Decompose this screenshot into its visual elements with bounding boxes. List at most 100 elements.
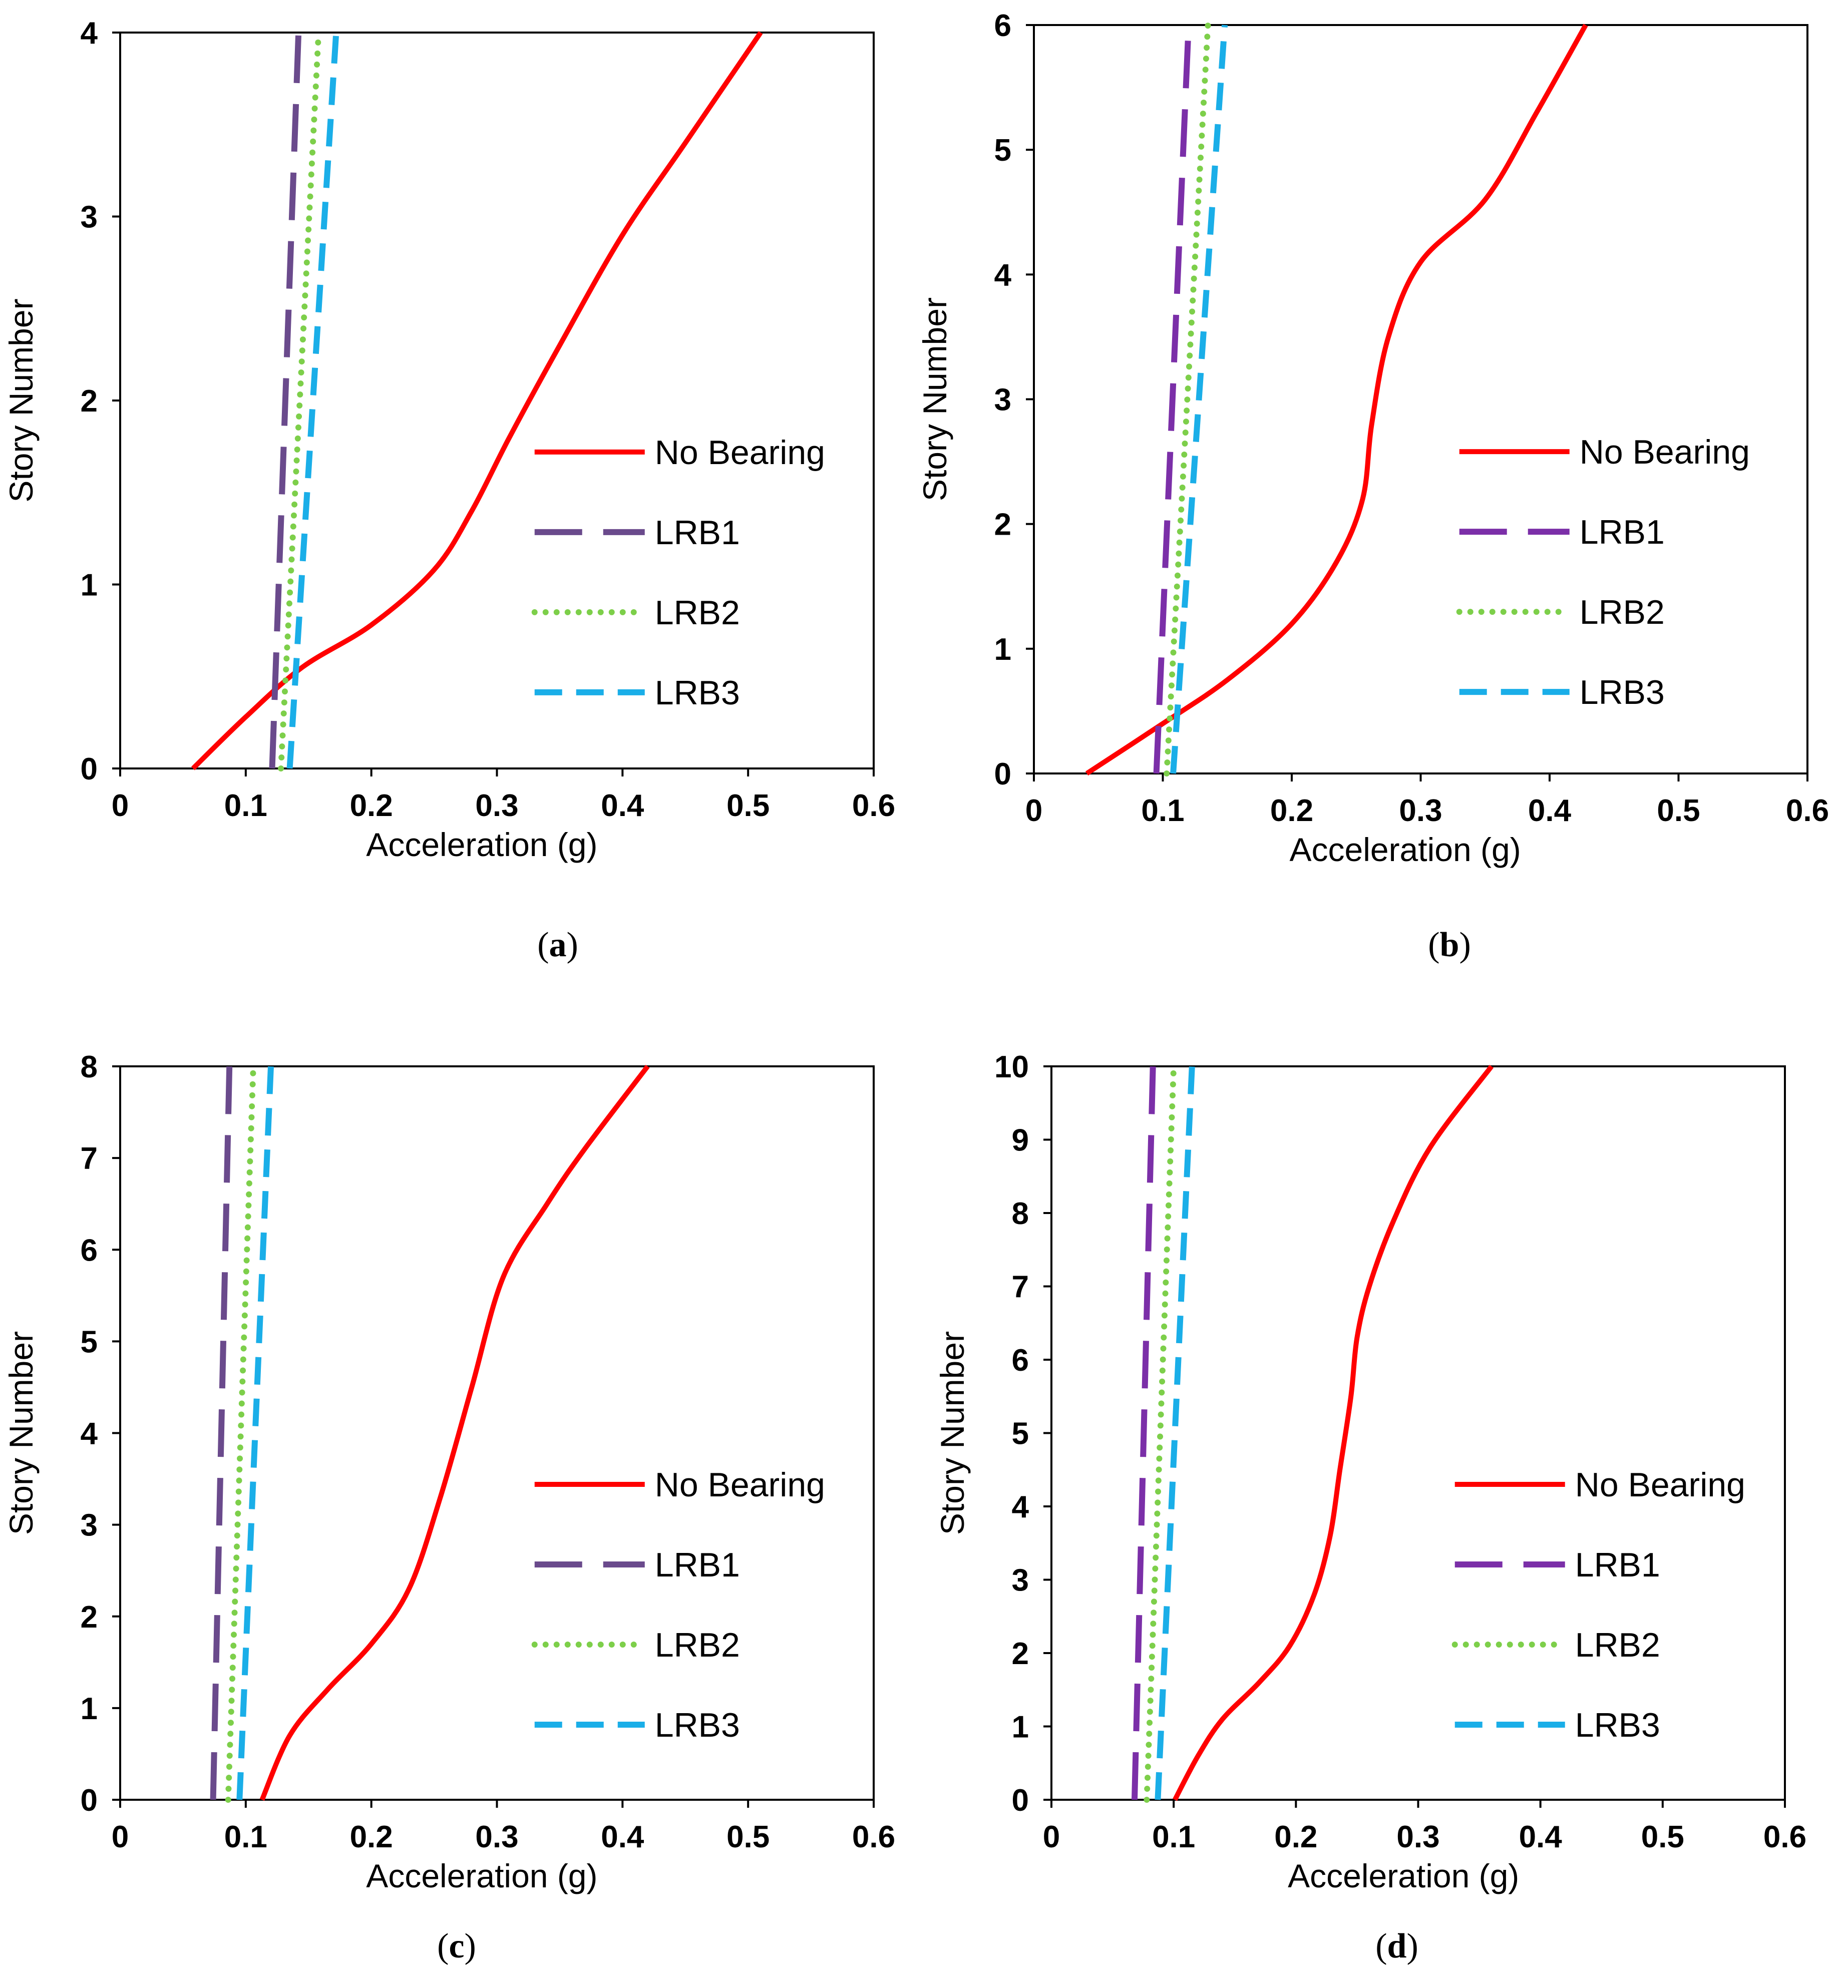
x-tick-label: 0.4 xyxy=(601,1820,644,1854)
legend-label-lrb2: LRB2 xyxy=(655,1626,740,1664)
x-tick-label: 0.2 xyxy=(350,1820,393,1854)
legend-label-lrb1: LRB1 xyxy=(1575,1546,1660,1584)
series-line-lrb2 xyxy=(225,1063,256,1803)
legend-label-lrb1: LRB1 xyxy=(655,514,740,552)
y-tick-label: 3 xyxy=(1012,1563,1029,1598)
panel-caption-letter: c xyxy=(449,1927,464,1965)
series-line-no-bearing xyxy=(259,1064,650,1801)
x-tick-label: 0.5 xyxy=(1641,1820,1684,1854)
legend-label-no-bearing: No Bearing xyxy=(1580,433,1750,471)
x-tick-label: 0.1 xyxy=(224,1820,267,1854)
legend-label-lrb1: LRB1 xyxy=(1580,513,1665,551)
x-tick-label: 0.4 xyxy=(1528,793,1572,828)
y-axis-title: Story Number xyxy=(916,297,953,501)
x-axis-title: Acceleration (g) xyxy=(1289,831,1521,868)
legend-label-no-bearing: No Bearing xyxy=(655,1466,825,1504)
x-tick-label: 0.5 xyxy=(1657,793,1700,828)
series-line-no-bearing xyxy=(1085,24,1588,776)
y-tick-label: 3 xyxy=(994,383,1011,418)
plot-frame xyxy=(1050,1065,1786,1801)
y-tick-label: 0 xyxy=(81,752,98,786)
y-axis-title: Story Number xyxy=(3,298,40,502)
y-tick-label: 4 xyxy=(81,16,98,51)
y-tick-label: 6 xyxy=(81,1233,98,1268)
x-tick-label: 0.6 xyxy=(1763,1820,1806,1854)
y-tick-label: 3 xyxy=(81,1508,98,1543)
y-tick-label: 1 xyxy=(1012,1710,1029,1745)
x-tick-label: 0.1 xyxy=(1152,1820,1195,1854)
y-tick-label: 0 xyxy=(1012,1783,1029,1818)
series-line-lrb2 xyxy=(278,30,322,771)
plot-frame xyxy=(119,1065,875,1801)
x-tick-label: 0.4 xyxy=(1519,1820,1563,1854)
series-line-lrb1 xyxy=(1132,1066,1156,1800)
y-tick-label: 6 xyxy=(1012,1343,1029,1378)
panel-caption: (c) xyxy=(437,1927,476,1965)
legend-label-lrb3: LRB3 xyxy=(1580,673,1665,711)
y-tick-label: 0 xyxy=(81,1783,98,1818)
y-tick-label: 1 xyxy=(81,568,98,603)
legend-label-lrb2: LRB2 xyxy=(655,594,740,632)
chart-panel-a: 0 0.1 0.2 0.3 0.4 0.5 0.6 0 1 2 3 4 Acceleration (g)… xyxy=(3,16,895,964)
y-tick-label: 7 xyxy=(81,1141,98,1176)
panel-caption: (d) xyxy=(1375,1927,1418,1965)
series-line-lrb1 xyxy=(1153,25,1192,774)
chart-panel-d: 0 0.1 0.2 0.3 0.4 0.5 0.6 0 1 2 3 4 5 6 7 8 9 10 Accelerat… xyxy=(934,1050,1806,1965)
x-tick-label: 0.6 xyxy=(852,788,895,823)
legend-label-no-bearing: No Bearing xyxy=(655,434,825,472)
chart-panel-c: 0 0.1 0.2 0.3 0.4 0.5 0.6 0 1 2 3 4 5 6 7 8 Acceleration… xyxy=(3,1050,895,1965)
legend-label-lrb3: LRB3 xyxy=(655,674,740,712)
y-tick-label: 8 xyxy=(1012,1197,1029,1231)
x-tick-label: 0.3 xyxy=(1396,1820,1439,1854)
y-tick-label: 4 xyxy=(81,1417,98,1451)
y-tick-label: 5 xyxy=(81,1325,98,1359)
series-line-lrb2 xyxy=(1164,22,1211,776)
x-tick-label: 0.6 xyxy=(852,1820,895,1854)
series-line-lrb2 xyxy=(1144,1063,1177,1803)
plot-frame xyxy=(119,32,875,769)
x-tick-label: 0.2 xyxy=(350,788,393,823)
x-tick-label: 0 xyxy=(1025,793,1042,828)
series-line-lrb1 xyxy=(269,32,302,769)
y-axis-title: Story Number xyxy=(3,1331,40,1535)
x-axis-title: Acceleration (g) xyxy=(366,1857,597,1894)
x-tick-label: 0.3 xyxy=(475,788,518,823)
panel-caption-letter: a xyxy=(549,926,567,964)
legend-label-lrb3: LRB3 xyxy=(655,1706,740,1744)
panel-caption: (a) xyxy=(537,926,578,964)
y-tick-label: 0 xyxy=(994,757,1011,791)
y-tick-label: 9 xyxy=(1012,1123,1029,1158)
panel-caption: (b) xyxy=(1428,926,1471,964)
x-tick-label: 0.2 xyxy=(1274,1820,1317,1854)
x-tick-label: 0.3 xyxy=(475,1820,518,1854)
y-tick-label: 2 xyxy=(1012,1637,1029,1671)
y-tick-label: 2 xyxy=(994,508,1011,542)
x-tick-label: 0.6 xyxy=(1786,793,1829,828)
y-tick-label: 2 xyxy=(81,1600,98,1635)
y-axis-title: Story Number xyxy=(934,1331,971,1535)
series-line-no-bearing xyxy=(191,31,763,770)
x-axis-title: Acceleration (g) xyxy=(366,826,597,863)
x-tick-label: 0.3 xyxy=(1399,793,1442,828)
x-tick-label: 0.4 xyxy=(601,788,644,823)
x-tick-label: 0 xyxy=(112,788,129,823)
series-line-lrb1 xyxy=(210,1066,233,1800)
series-line-no-bearing xyxy=(1173,1064,1494,1801)
y-tick-label: 1 xyxy=(81,1692,98,1726)
x-axis-title: Acceleration (g) xyxy=(1288,1857,1519,1894)
legend-label-lrb1: LRB1 xyxy=(655,1546,740,1584)
y-tick-label: 2 xyxy=(81,384,98,419)
panel-caption-letter: b xyxy=(1440,926,1459,964)
y-tick-label: 5 xyxy=(1012,1417,1029,1451)
y-tick-label: 4 xyxy=(1012,1490,1029,1524)
legend-label-lrb3: LRB3 xyxy=(1575,1706,1660,1744)
x-tick-label: 0.5 xyxy=(726,1820,770,1854)
series-line-lrb3 xyxy=(1170,25,1228,774)
x-tick-label: 0 xyxy=(112,1820,129,1854)
y-tick-label: 10 xyxy=(994,1050,1029,1084)
x-tick-label: 0.5 xyxy=(726,788,770,823)
legend-label-lrb2: LRB2 xyxy=(1580,593,1665,631)
x-tick-label: 0.1 xyxy=(224,788,267,823)
x-tick-label: 0.1 xyxy=(1141,793,1184,828)
y-tick-label: 5 xyxy=(994,133,1011,168)
